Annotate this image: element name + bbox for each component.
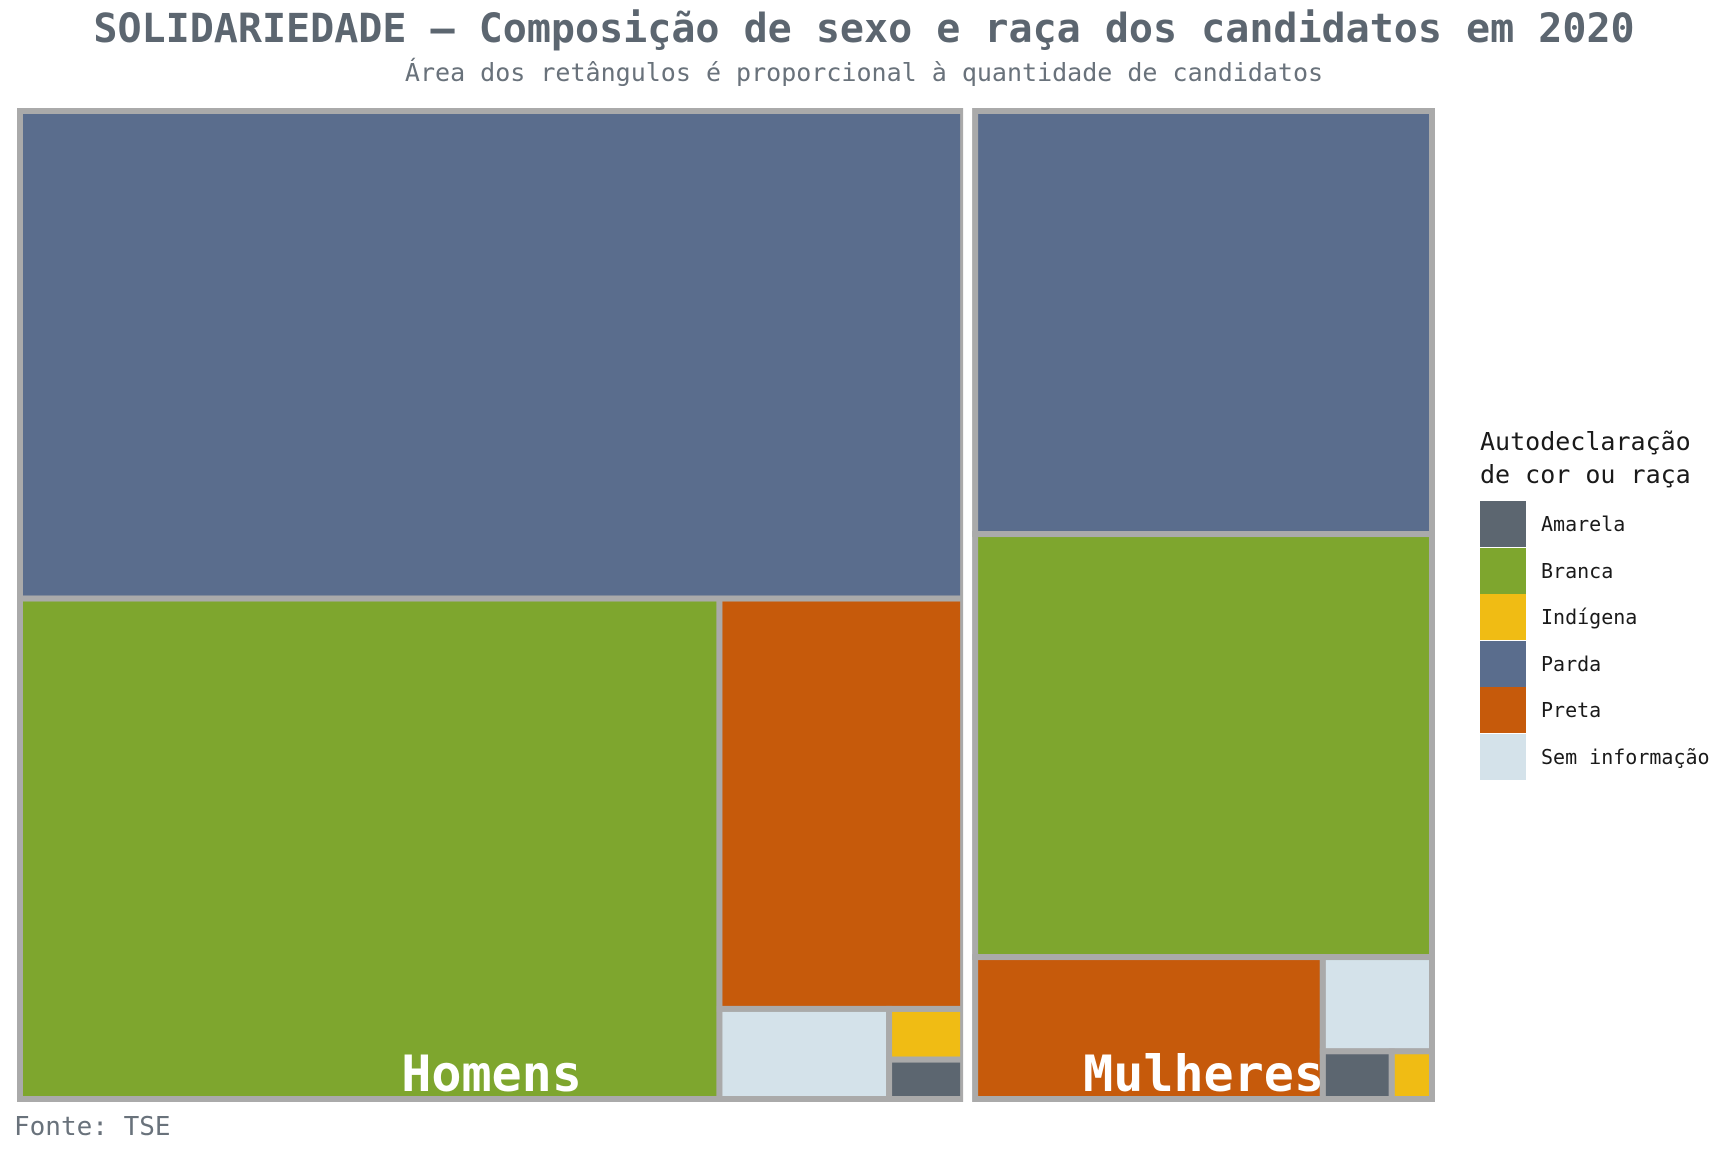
legend-title: Autodeclaração de cor ou raça bbox=[1480, 427, 1691, 489]
legend-items: Amarela Branca Indígena Parda Preta Sem infor… bbox=[1480, 501, 1725, 780]
legend-label: Branca bbox=[1541, 558, 1614, 583]
legend-label: Parda bbox=[1541, 651, 1602, 676]
legend: Autodeclaração de cor ou raça Amarela Bra… bbox=[1480, 425, 1725, 780]
legend-item: Indígena bbox=[1480, 594, 1725, 641]
legend-key bbox=[1480, 547, 1526, 594]
legend-item: Parda bbox=[1480, 640, 1725, 688]
treemap-tile-mulheres-parda bbox=[972, 108, 1435, 538]
legend-key bbox=[1480, 594, 1526, 641]
legend-label: Preta bbox=[1541, 698, 1602, 723]
treemap-tile-homens-sem-informação bbox=[716, 1005, 893, 1102]
treemap-tile-homens-amarela bbox=[886, 1056, 967, 1103]
treemap-tile-homens-parda bbox=[17, 108, 967, 602]
treemap-tile-mulheres-branca bbox=[972, 531, 1435, 961]
group-label: Mulheres bbox=[1083, 1045, 1324, 1103]
legend-key bbox=[1480, 687, 1526, 734]
treemap-tile-homens-indígena bbox=[886, 1005, 967, 1063]
treemap-group-mulheres: Mulheres bbox=[963, 99, 1444, 1111]
group-label: Homens bbox=[401, 1045, 582, 1103]
chart-subtitle: Área dos retângulos é proporcional à qua… bbox=[404, 58, 1324, 87]
source-caption: Fonte: TSE bbox=[14, 1112, 171, 1142]
treemap-tile-mulheres-indígena bbox=[1388, 1048, 1436, 1103]
legend-label: Sem informação bbox=[1541, 744, 1710, 769]
legend-item: Branca bbox=[1480, 547, 1725, 595]
legend-item: Sem informação bbox=[1480, 733, 1725, 781]
treemap-tile-homens-branca bbox=[17, 595, 723, 1103]
legend-item: Amarela bbox=[1480, 501, 1725, 548]
legend-item: Preta bbox=[1480, 687, 1725, 734]
treemap-tile-homens-preta bbox=[716, 595, 967, 1012]
legend-key bbox=[1480, 501, 1526, 548]
treemap-group-homens: Homens bbox=[8, 99, 976, 1111]
legend-key bbox=[1480, 733, 1526, 780]
treemap-tile-mulheres-amarela bbox=[1319, 1048, 1395, 1103]
legend-label: Indígena bbox=[1541, 605, 1638, 630]
treemap-tile-mulheres-sem-informação bbox=[1319, 954, 1435, 1055]
legend-key bbox=[1480, 640, 1526, 687]
chart-title: SOLIDARIEDADE – Composição de sexo e raç… bbox=[93, 6, 1635, 52]
legend-label: Amarela bbox=[1541, 512, 1626, 537]
